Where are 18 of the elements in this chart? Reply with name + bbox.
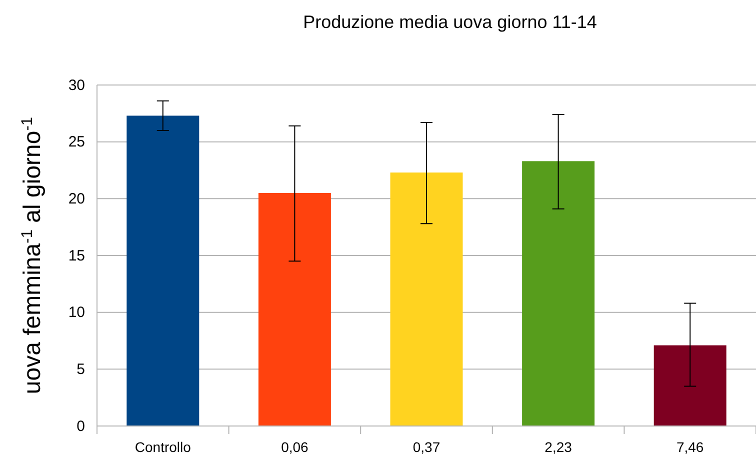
y-tick-label: 10 <box>68 304 85 322</box>
y-tick-label: 15 <box>68 247 85 264</box>
bar <box>522 161 595 426</box>
y-tick-label: 25 <box>68 134 85 151</box>
x-tick-label: 0,06 <box>281 438 309 455</box>
bar <box>258 192 331 426</box>
x-tick-label: 0,37 <box>412 438 440 455</box>
y-tick-label: 20 <box>68 190 85 208</box>
y-tick-label: 30 <box>68 76 85 94</box>
y-tick-label: 0 <box>76 418 85 435</box>
x-tick-label: Controllo <box>134 438 192 455</box>
x-tick-label: 2,23 <box>544 438 572 455</box>
bar <box>126 116 200 426</box>
bar <box>390 172 463 426</box>
bar <box>654 345 726 426</box>
y-tick-label: 5 <box>76 360 85 378</box>
x-tick-label: 7,46 <box>676 438 704 455</box>
chart-title: Produzione media uova giorno 11-14 <box>303 12 597 32</box>
